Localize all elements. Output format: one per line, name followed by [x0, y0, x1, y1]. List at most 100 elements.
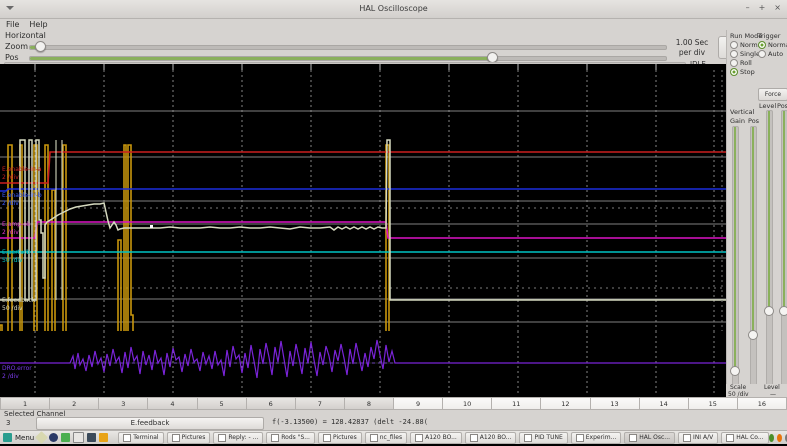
taskbar-task-0[interactable]: Terminal	[118, 431, 164, 444]
channel-button-6[interactable]: 6	[245, 397, 295, 410]
radio-selected-icon	[730, 68, 738, 76]
trigger-normal[interactable]: Normal	[758, 41, 787, 49]
sec-per-div-unit: per div	[678, 48, 706, 57]
label-e-perturb-scale: 50 /div	[2, 257, 23, 264]
channel-button-3[interactable]: 3	[98, 397, 148, 410]
label-e-enable-in-a-scale: 2 /div	[2, 174, 19, 181]
pencil-icon[interactable]	[35, 431, 49, 444]
taskbar-task-4[interactable]: Pictures	[317, 431, 362, 444]
menu-item-help[interactable]: Help	[29, 19, 48, 29]
channel-button-7[interactable]: 7	[294, 397, 344, 410]
channel-button-8[interactable]: 8	[343, 397, 393, 410]
channel-button-11[interactable]: 11	[491, 397, 541, 410]
task-window-icon	[218, 433, 227, 442]
pos-label: Pos	[5, 53, 19, 62]
tray-icon-misc[interactable]	[784, 433, 787, 442]
trigger-level-slider-track[interactable]	[766, 110, 773, 404]
trigger-pos-slider-knob[interactable]	[779, 306, 787, 316]
taskbar-menu[interactable]: Menu	[0, 431, 109, 444]
trace-e-enable-in-a	[0, 151, 726, 184]
zoom-slider-knob[interactable]	[35, 41, 47, 52]
pos-slider-track[interactable]	[29, 56, 667, 61]
window-icon[interactable]	[73, 432, 85, 443]
tray-icon-updates[interactable]	[768, 433, 774, 442]
channel-button-12[interactable]: 12	[540, 397, 590, 410]
menu-item-file[interactable]: File	[6, 19, 20, 29]
start-menu-icon[interactable]	[3, 433, 12, 442]
trigger-title: Trigger	[758, 32, 781, 40]
run-mode-stop-label: Stop	[740, 68, 755, 76]
taskbar-task-2[interactable]: Reply: - ...	[213, 431, 264, 444]
browser-icon[interactable]	[99, 433, 109, 442]
label-e-amp-ok: E.amp-ok	[2, 221, 31, 228]
channel-button-5[interactable]: 5	[196, 397, 246, 410]
channel-button-1[interactable]: 1	[0, 397, 50, 410]
channel-button-9[interactable]: 9	[393, 397, 443, 410]
trigger-group: Trigger Normal Auto	[758, 32, 787, 58]
task-label: Pictures	[332, 434, 357, 441]
trigger-pos-slider-track[interactable]	[781, 110, 787, 404]
tray-icon-firefox[interactable]	[776, 433, 782, 442]
run-mode-single[interactable]: Single	[730, 50, 764, 58]
radio-icon	[730, 41, 738, 49]
task-label: Rods "S...	[281, 434, 310, 441]
maximize-icon[interactable]: +	[758, 3, 766, 12]
taskbar-task-11[interactable]: INI A/V	[678, 431, 719, 444]
minimize-icon[interactable]: –	[745, 3, 750, 12]
horizontal-section-title: Horizontal	[5, 31, 46, 40]
feedback-gate-bars	[55, 140, 63, 300]
force-trigger-button[interactable]: Force	[758, 88, 787, 101]
taskbar-task-8[interactable]: PID TUNE	[519, 431, 568, 444]
channel-button-15[interactable]: 15	[687, 397, 737, 410]
trigger-auto[interactable]: Auto	[758, 50, 787, 58]
terminal-icon[interactable]	[87, 433, 97, 442]
taskbar-task-7[interactable]: A120 BO...	[464, 431, 517, 444]
channel-button-2[interactable]: 2	[49, 397, 99, 410]
label-dro-error: DRO.error	[2, 365, 32, 372]
channel-button-14[interactable]: 14	[638, 397, 688, 410]
menu-bar: File Help	[0, 18, 787, 30]
scope-top-ruler-svg	[0, 64, 726, 70]
taskbar-task-12[interactable]: HAL Co...	[721, 431, 769, 444]
label-e-feedback-scale: 50 /div	[2, 305, 23, 312]
channel-button-13[interactable]: 13	[589, 397, 639, 410]
channel-button-10[interactable]: 10	[442, 397, 492, 410]
vertical-gain-label: Gain	[730, 117, 745, 125]
window-title: HAL Oscilloscope	[359, 4, 428, 13]
selected-channel-name-button[interactable]: E.feedback	[36, 417, 264, 430]
taskbar-task-6[interactable]: A120 BO...	[410, 431, 462, 444]
run-mode-roll[interactable]: Roll	[730, 59, 764, 67]
task-window-icon	[469, 433, 478, 442]
label-e-perturb: E.perturb	[2, 249, 30, 256]
run-mode-normal-label: Normal	[740, 41, 764, 49]
list-icon[interactable]	[61, 433, 71, 442]
taskbar-task-10[interactable]: HAL Osc...	[624, 431, 676, 444]
selected-channel-row: Selected Channel 3 E.feedback f(-3.13500…	[0, 410, 787, 430]
radio-selected-icon	[758, 41, 766, 49]
menu-caret-icon[interactable]	[6, 6, 14, 10]
run-mode-single-label: Single	[740, 50, 760, 58]
scope-lower-canvas[interactable]: DRO.error 2 /div	[0, 331, 726, 393]
vertical-gain-slider-knob[interactable]	[730, 366, 740, 376]
close-icon[interactable]: ×	[774, 3, 781, 12]
vertical-pos-slider-knob[interactable]	[748, 330, 758, 340]
zoom-slider-track[interactable]	[29, 45, 667, 50]
cursor-marker[interactable]	[150, 225, 153, 228]
taskbar-task-5[interactable]: nc_files	[364, 431, 408, 444]
run-mode-stop[interactable]: Stop	[730, 68, 764, 76]
lower-trace-labels: DRO.error 2 /div	[2, 365, 32, 380]
trigger-level-slider-knob[interactable]	[764, 306, 774, 316]
globe-icon[interactable]	[49, 433, 59, 442]
taskbar-task-1[interactable]: Pictures	[166, 431, 211, 444]
run-mode-normal[interactable]: Normal	[730, 41, 764, 49]
taskbar-task-9[interactable]: Experim...	[570, 431, 622, 444]
vertical-gain-slider-track[interactable]	[732, 126, 739, 404]
zoom-label: Zoom	[5, 42, 29, 51]
channel-button-4[interactable]: 4	[147, 397, 197, 410]
taskbar-task-3[interactable]: Rods "S...	[266, 431, 315, 444]
channel-button-16[interactable]: 16	[736, 397, 787, 410]
task-label: Reply: - ...	[228, 434, 259, 441]
vertical-pos-slider-track[interactable]	[750, 126, 757, 404]
label-dro-error-scale: 2 /div	[2, 373, 19, 380]
run-mode-roll-label: Roll	[740, 59, 752, 67]
